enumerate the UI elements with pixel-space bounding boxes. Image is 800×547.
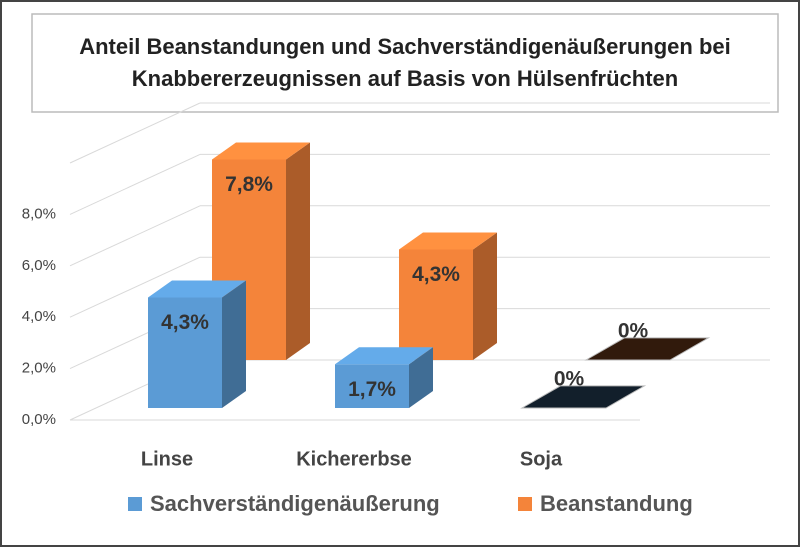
bar-front [148,297,222,408]
value-label: 1,7% [348,378,396,401]
bar-front [335,364,409,408]
legend-label: Sachverständigenäußerung [150,491,440,516]
wall-edge [69,102,201,164]
bar [335,347,433,408]
bar-top [584,337,711,361]
legend-label: Beanstandung [540,491,693,516]
bar [520,385,647,409]
bar-top [399,232,497,250]
x-tick-label: Linse [141,448,193,470]
y-tick-label: 8,0% [22,205,56,222]
bar-side [409,347,433,408]
value-label: 7,8% [225,173,273,196]
bar-top [335,347,433,365]
bar-top [148,280,246,298]
bar [399,232,497,360]
bar-side [286,142,310,360]
y-tick-label: 4,0% [22,308,56,325]
x-tick-label: Soja [520,448,563,470]
y-tick-label: 0,0% [22,411,56,428]
bar [148,280,246,408]
title-wrap: Anteil Beanstandungen und Sachverständig… [79,34,731,91]
bar-top [520,385,647,409]
bar-front [399,249,473,360]
x-tick-label: Kichererbse [296,448,412,470]
value-label: 4,3% [412,263,460,286]
bar-side [473,232,497,360]
value-label: 0% [554,368,585,391]
y-tick-label: 6,0% [22,257,56,274]
grid-line [69,256,201,318]
title-box [31,13,779,113]
legend-swatch [518,497,532,511]
legend-swatch [128,497,142,511]
bar-side [222,280,246,408]
bar [584,337,711,361]
y-tick-label: 2,0% [22,360,56,377]
grid-line [69,153,201,215]
bar-top [212,142,310,160]
chart-title: Anteil Beanstandungen und Sachverständig… [79,34,731,91]
value-label: 4,3% [161,311,209,334]
value-label: 0% [618,320,649,343]
grid-line [69,205,201,267]
